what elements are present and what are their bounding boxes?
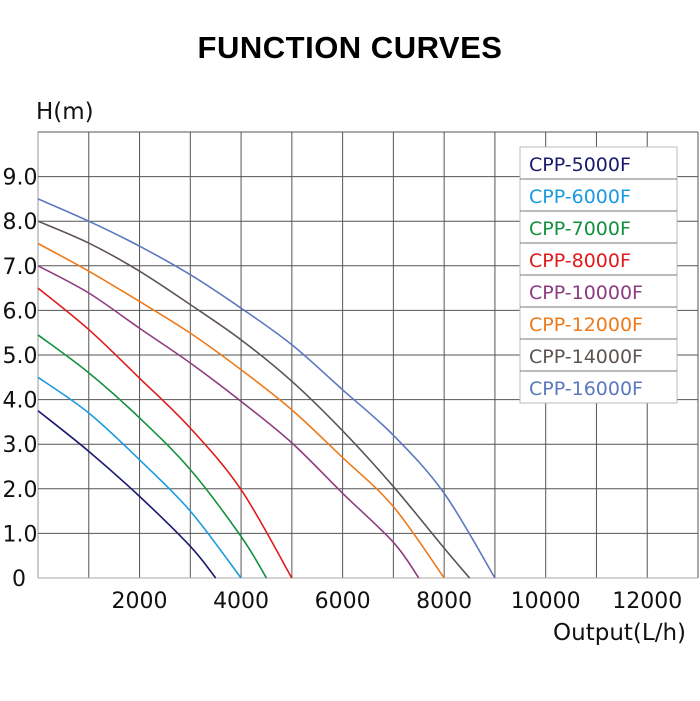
y-tick-label: 3.0 — [3, 433, 38, 458]
y-tick-label: 7.0 — [3, 255, 38, 280]
y-tick-label: 4.0 — [3, 389, 38, 414]
legend-entry: CPP-10000F — [529, 282, 643, 304]
x-tick-label: 12000 — [612, 589, 682, 614]
series-line-cpp-5000f — [37, 410, 217, 579]
y-axis-label: H(m) — [36, 99, 94, 125]
x-tick-label: 2000 — [112, 589, 168, 614]
x-axis-label: Output(L/h) — [553, 620, 686, 646]
legend-entry: CPP-16000F — [529, 378, 643, 400]
y-tick-label: 9.0 — [3, 166, 38, 191]
series-line-cpp-12000f — [37, 242, 445, 579]
y-tick-label: 5.0 — [3, 344, 38, 369]
x-tick-label: 10000 — [511, 589, 581, 614]
legend-entry: CPP-8000F — [529, 250, 631, 272]
series-line-cpp-16000f — [37, 198, 496, 579]
y-tick-label: 0 — [12, 567, 26, 592]
legend-entry: CPP-5000F — [529, 154, 631, 176]
chart-title: FUNCTION CURVES — [197, 30, 503, 65]
x-tick-label: 6000 — [315, 589, 371, 614]
legend-entry: CPP-6000F — [529, 186, 631, 208]
y-tick-label: 6.0 — [3, 299, 38, 324]
legend-entry: CPP-7000F — [529, 218, 631, 240]
legend-entry: CPP-14000F — [529, 346, 643, 368]
x-tick-label: 8000 — [416, 589, 472, 614]
series-line-cpp-14000f — [37, 220, 471, 579]
y-tick-label: 1.0 — [3, 522, 38, 547]
series-line-cpp-10000f — [37, 265, 420, 579]
legend: CPP-5000F CPP-6000F CPP-7000F CPP-8000F CPP-… — [519, 146, 678, 404]
x-tick-label: 4000 — [213, 589, 269, 614]
y-tick-label: 2.0 — [3, 478, 38, 503]
series-line-cpp-7000f — [37, 334, 268, 579]
series-line-cpp-6000f — [37, 376, 242, 579]
y-tick-label: 8.0 — [3, 210, 38, 235]
legend-entry: CPP-12000F — [529, 314, 643, 336]
series-line-cpp-8000f — [37, 287, 293, 579]
